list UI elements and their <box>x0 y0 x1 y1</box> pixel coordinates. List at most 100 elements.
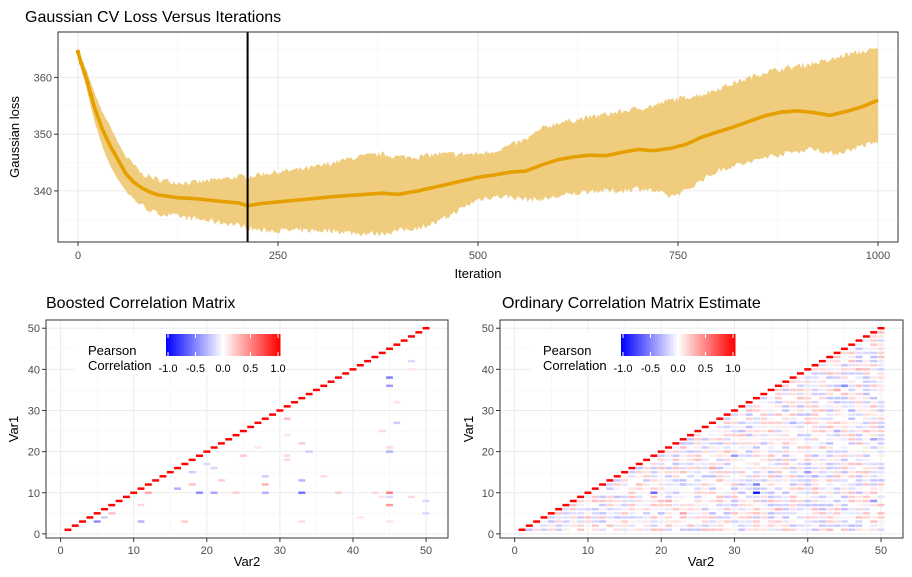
matrix-cell <box>811 446 819 449</box>
matrix-cell <box>650 462 658 466</box>
matrix-cell <box>643 512 650 515</box>
matrix-cell <box>731 425 738 429</box>
matrix-cell <box>774 491 782 494</box>
matrix-cell <box>694 487 702 490</box>
matrix-cell <box>745 433 753 437</box>
matrix-cell <box>701 466 709 470</box>
diagonal-cell <box>877 326 885 330</box>
matrix-cell <box>657 454 665 457</box>
diagonal-cell <box>701 425 709 429</box>
matrix-cell <box>709 433 716 437</box>
matrix-cell <box>774 401 782 404</box>
matrix-cell <box>782 454 790 457</box>
matrix-cell <box>862 347 870 351</box>
matrix-cell <box>877 409 885 412</box>
diagonal-cell <box>760 392 768 396</box>
colorbar-step <box>196 334 199 356</box>
y-tick-label: 0 <box>34 529 40 541</box>
colorbar-step <box>725 334 728 356</box>
matrix-cell <box>709 516 716 519</box>
diagonal-cell <box>115 499 123 503</box>
matrix-cell <box>774 392 782 396</box>
matrix-cell <box>760 520 768 523</box>
matrix-cell <box>796 450 804 453</box>
matrix-cell <box>731 417 738 420</box>
matrix-cell <box>657 475 665 478</box>
matrix-cell <box>877 446 885 449</box>
matrix-cell <box>848 507 856 511</box>
matrix-cell <box>840 466 848 470</box>
matrix-cell <box>635 466 643 470</box>
diagonal-cell <box>378 351 386 355</box>
matrix-cell <box>738 516 746 519</box>
matrix-cell <box>796 380 804 383</box>
matrix-cell <box>760 524 768 527</box>
matrix-cell <box>870 429 878 433</box>
matrix-cell <box>862 417 870 420</box>
matrix-cell <box>840 438 848 441</box>
matrix-cell <box>723 520 731 523</box>
matrix-cell <box>679 479 687 482</box>
matrix-cell <box>760 429 768 433</box>
diagonal-cell <box>657 450 665 453</box>
matrix-cell <box>621 499 629 503</box>
matrix-cell <box>840 507 848 511</box>
matrix-cell <box>745 438 753 441</box>
colorbar-step <box>661 334 664 356</box>
x-tick-label: 40 <box>347 545 359 557</box>
matrix-cell <box>877 351 885 355</box>
matrix-cell <box>862 359 870 363</box>
matrix-cell <box>731 487 738 490</box>
matrix-cell <box>422 499 430 503</box>
matrix-cell <box>386 384 393 388</box>
matrix-cell <box>723 446 731 449</box>
diagonal-cell <box>584 491 592 494</box>
matrix-cell <box>833 491 841 494</box>
matrix-cell <box>782 507 790 511</box>
matrix-cell <box>731 466 738 470</box>
matrix-cell <box>826 396 834 400</box>
matrix-cell <box>789 421 797 425</box>
colorbar-step <box>671 334 674 356</box>
matrix-cell <box>650 507 658 511</box>
matrix-cell <box>796 438 804 441</box>
matrix-cell <box>643 466 650 470</box>
diagonal-cell <box>687 433 694 437</box>
matrix-cell <box>753 479 760 482</box>
x-tick-label: 20 <box>655 545 667 557</box>
x-tick-label: 50 <box>420 545 432 557</box>
colorbar-step <box>212 334 215 356</box>
matrix-cell <box>855 343 863 346</box>
matrix-cell <box>826 507 834 511</box>
matrix-cell <box>643 470 650 474</box>
matrix-cell <box>840 495 848 499</box>
matrix-cell <box>753 483 760 486</box>
diagonal-cell <box>400 339 408 342</box>
matrix-cell <box>591 499 599 503</box>
matrix-cell <box>650 520 658 523</box>
matrix-cell <box>877 475 885 478</box>
matrix-cell <box>709 438 716 441</box>
matrix-cell <box>386 450 393 453</box>
matrix-cell <box>833 507 841 511</box>
matrix-cell <box>877 528 885 532</box>
diagonal-cell <box>804 368 812 371</box>
matrix-cell <box>665 528 672 532</box>
matrix-cell <box>606 520 614 523</box>
matrix-cell <box>862 454 870 457</box>
matrix-cell <box>613 483 621 486</box>
matrix-cell <box>862 462 870 466</box>
matrix-cell <box>716 524 724 527</box>
colorbar-step <box>270 334 273 356</box>
matrix-cell <box>789 512 797 515</box>
matrix-cell <box>672 487 680 490</box>
matrix-cell <box>716 438 724 441</box>
y-tick-label: 340 <box>34 186 52 198</box>
matrix-cell <box>613 524 621 527</box>
matrix-cell <box>694 524 702 527</box>
matrix-cell <box>738 466 746 470</box>
diagonal-cell <box>86 516 94 519</box>
matrix-cell <box>210 466 218 470</box>
matrix-cell <box>356 516 364 519</box>
matrix-cell <box>701 446 709 449</box>
